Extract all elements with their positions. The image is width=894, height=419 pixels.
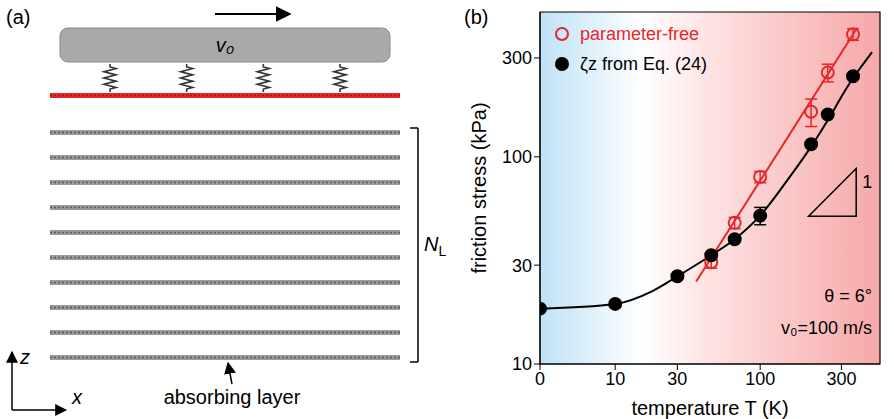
svg-text:v₀=100 m/s: v₀=100 m/s [781, 318, 872, 338]
svg-text:(a): (a) [6, 6, 30, 28]
svg-text:z: z [19, 346, 30, 368]
svg-text:10: 10 [512, 354, 532, 374]
svg-text:temperature T (K): temperature T (K) [631, 397, 788, 419]
svg-text:100: 100 [745, 369, 775, 389]
svg-text:(b): (b) [464, 6, 488, 28]
svg-text:30: 30 [512, 256, 532, 276]
svg-text:θ = 6°: θ = 6° [824, 286, 872, 306]
svg-text:100: 100 [502, 147, 532, 167]
svg-text:NL: NL [424, 233, 446, 259]
svg-text:1: 1 [862, 172, 872, 192]
svg-text:10: 10 [605, 369, 625, 389]
svg-text:0: 0 [535, 369, 545, 389]
svg-text:300: 300 [502, 48, 532, 68]
svg-text:ζz from Eq. (24): ζz from Eq. (24) [580, 54, 707, 74]
svg-text:v₀: v₀ [216, 34, 234, 56]
svg-text:300: 300 [826, 369, 856, 389]
svg-text:30: 30 [667, 369, 687, 389]
svg-text:friction stress (kPa): friction stress (kPa) [468, 102, 490, 273]
svg-text:absorbing layer: absorbing layer [164, 386, 301, 408]
svg-text:x: x [71, 386, 83, 408]
svg-text:parameter-free: parameter-free [580, 24, 699, 44]
